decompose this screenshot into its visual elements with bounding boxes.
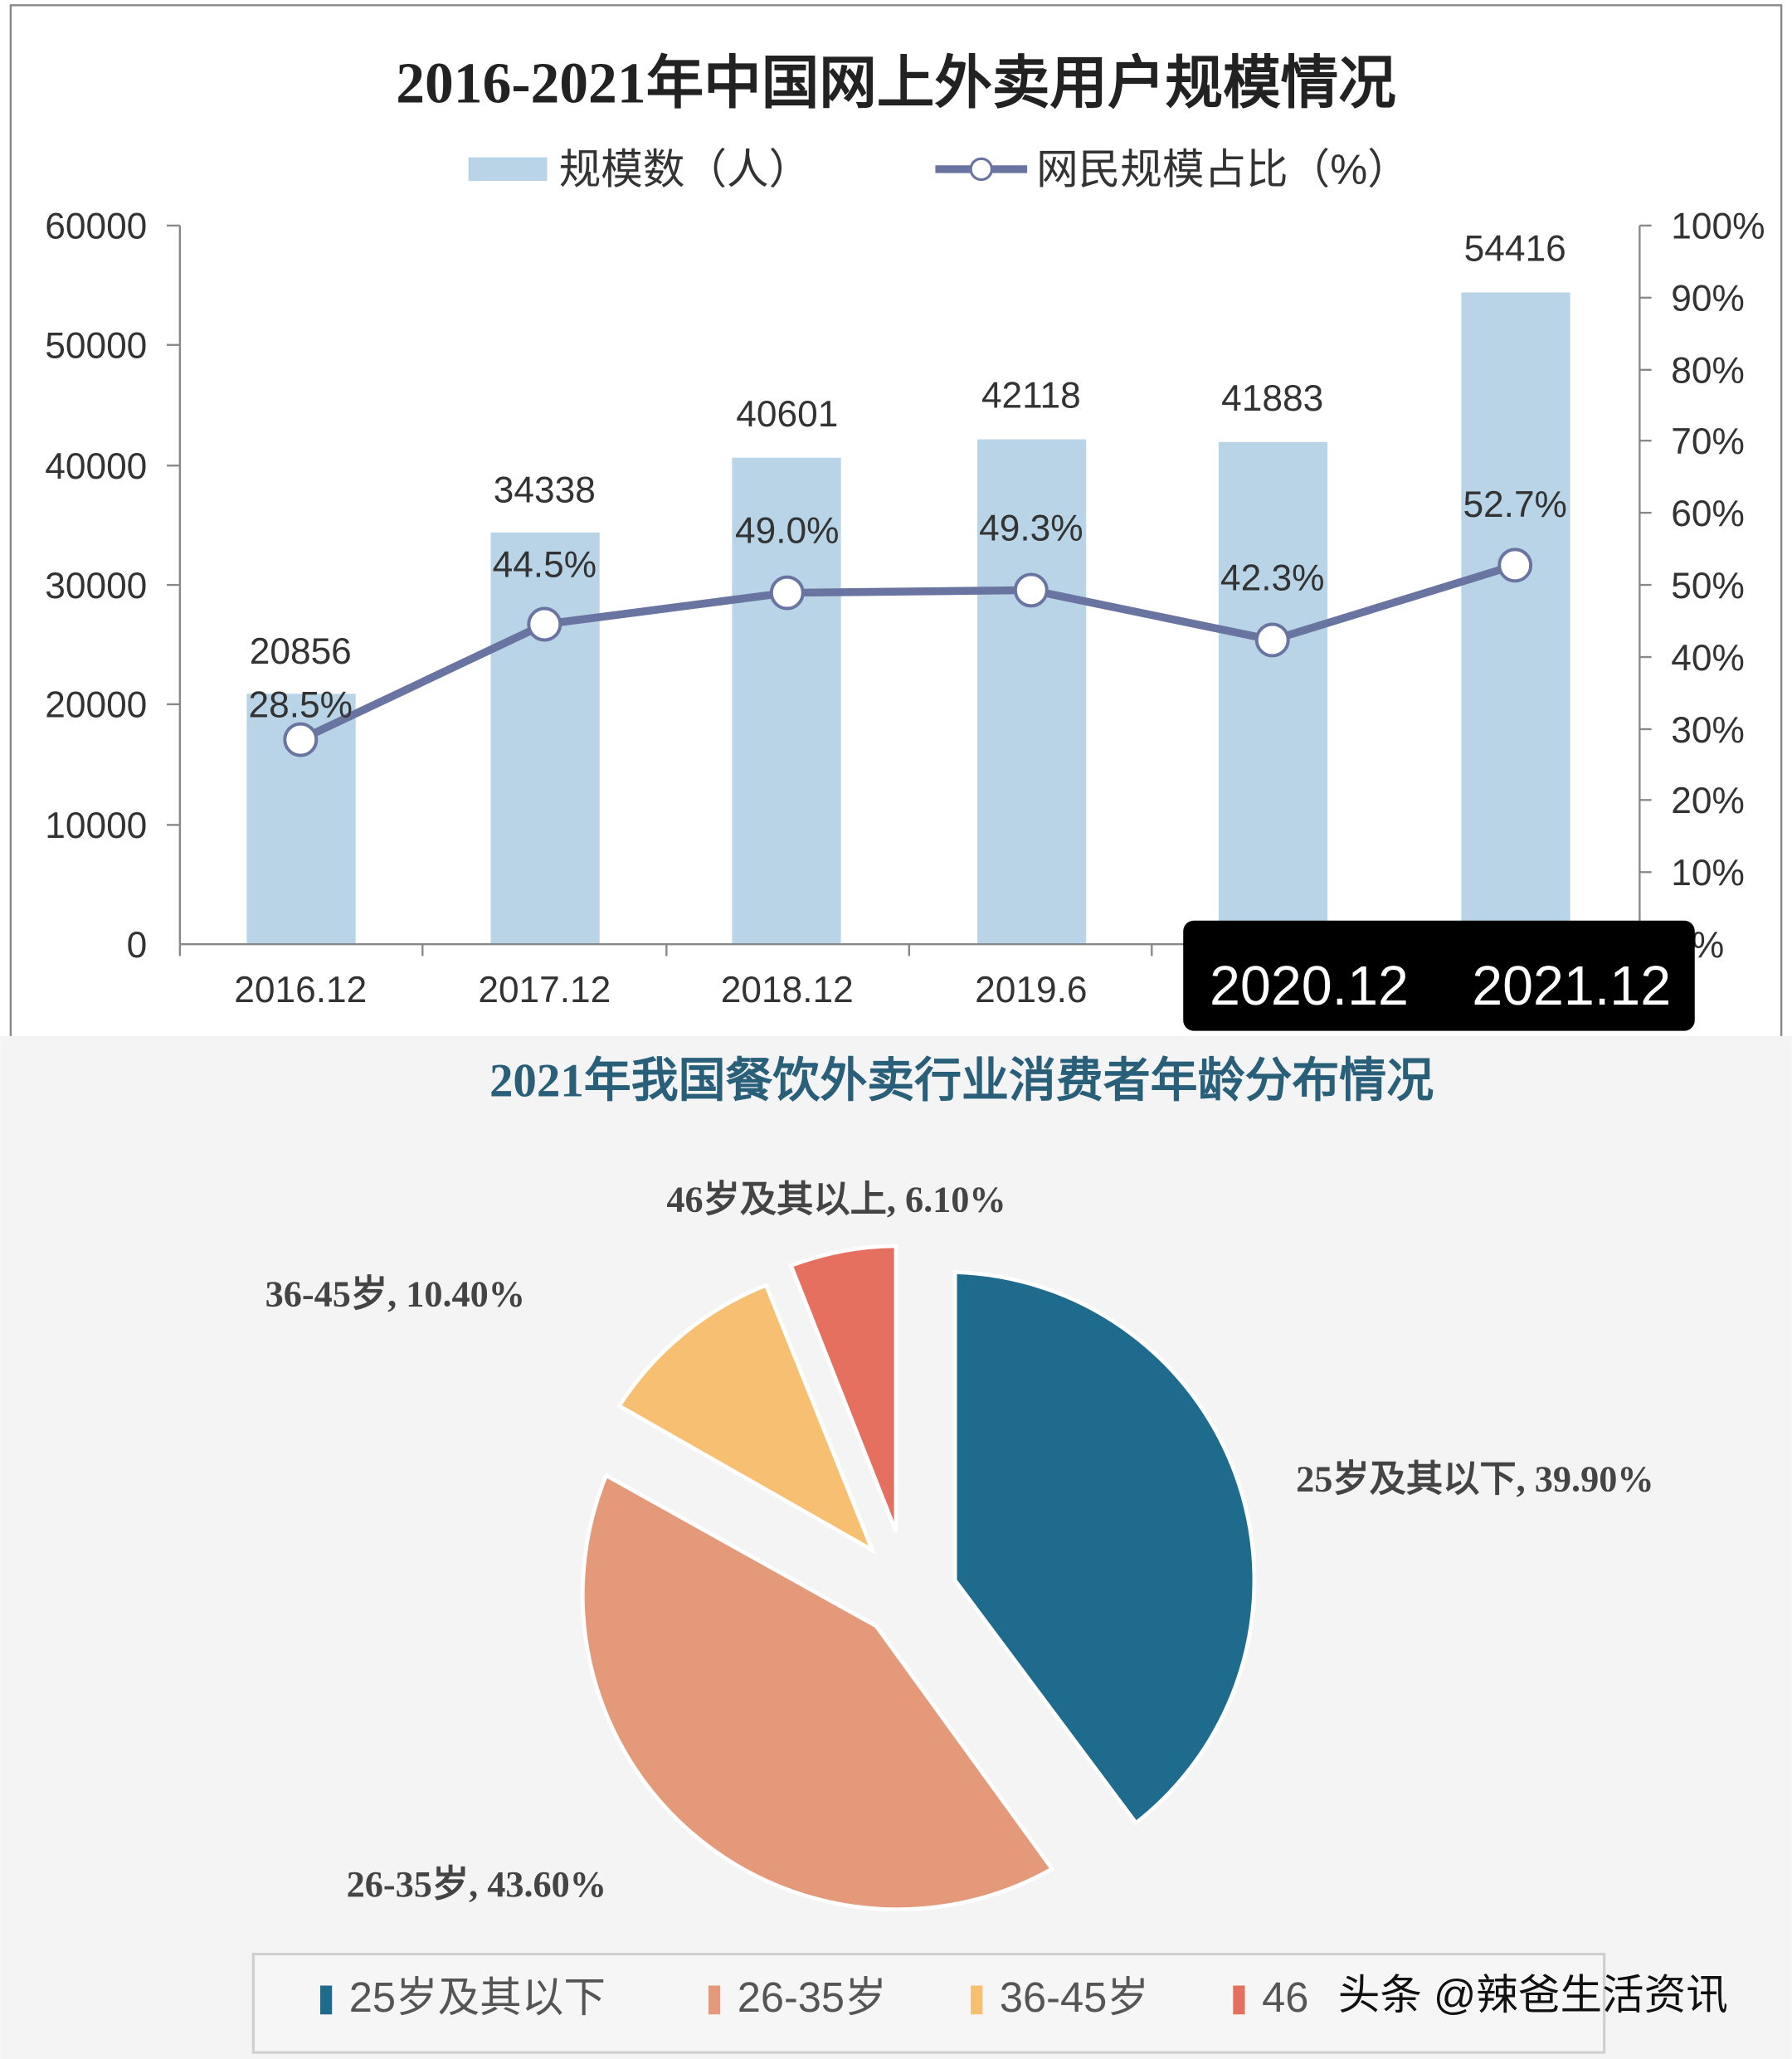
legend-label: 25岁及其以下 <box>349 1974 606 2021</box>
slice-36-45 <box>616 1283 877 1555</box>
slice-under-25 <box>952 1270 1257 1826</box>
overlay-caption: 2020.12 2021.12 <box>1183 920 1695 1031</box>
line-value: 49.0% <box>735 510 839 551</box>
y-right-tick: 100% <box>1671 207 1765 247</box>
y-left-tick: 30000 <box>45 566 147 606</box>
legend-swatch <box>1233 1985 1245 2015</box>
slice-46-plus <box>788 1244 898 1533</box>
slice-label: 36-45岁, 10.40% <box>265 1274 525 1315</box>
pie-title: 2021年我国餐饮外卖行业消费者年龄分布情况 <box>489 1055 1434 1107</box>
line-value: 28.5% <box>249 685 353 726</box>
y-axis-right: 100% 90% 80% 70% 60% 50% 40% 30% 20% 10%… <box>1639 207 1765 966</box>
y-right-tick: 80% <box>1671 351 1745 392</box>
y-left-tick: 60000 <box>45 207 147 247</box>
slice-label: 46岁及其以上, 6.10% <box>666 1180 1006 1220</box>
bar-value: 41883 <box>1221 378 1323 419</box>
overlay-label: 2020.12 <box>1210 956 1409 1017</box>
x-tick-label: 2017.12 <box>478 970 611 1010</box>
line-value: 42.3% <box>1220 557 1324 598</box>
bar-2019-6 <box>977 439 1087 945</box>
y-right-tick: 70% <box>1671 421 1745 462</box>
pie-legend: 25岁及其以下 26-35岁 36-45岁 46 <box>251 1952 1606 2054</box>
bar-value: 42118 <box>981 376 1081 416</box>
bars <box>246 292 1570 945</box>
y-left-tick: 10000 <box>45 806 147 846</box>
legend-swatch <box>971 1985 983 2015</box>
y-axis-left: 60000 50000 40000 30000 20000 10000 0 <box>45 207 182 966</box>
x-tick-label: 2019.6 <box>975 970 1087 1010</box>
line-value: 52.7% <box>1463 484 1566 525</box>
slice-26-35 <box>580 1472 1055 1912</box>
bar-2021-12 <box>1461 292 1570 945</box>
bar-value: 20856 <box>250 631 352 672</box>
pie-slices <box>580 1244 1257 1912</box>
percentage-line: 28.5% 44.5% 49.0% 49.3% 42.3% 52.7% <box>249 484 1567 757</box>
y-right-tick: 20% <box>1671 781 1745 821</box>
legend-label: 36-45岁 <box>1000 1974 1149 2021</box>
bar-2018-12 <box>732 457 841 945</box>
watermark: 头条 @辣爸生活资讯 <box>1338 1971 1728 2018</box>
slice-label: 25岁及其以下, 39.90% <box>1296 1458 1653 1499</box>
x-tick-label: 2018.12 <box>721 970 854 1010</box>
line-value: 44.5% <box>493 545 597 586</box>
y-left-tick: 50000 <box>45 326 147 367</box>
bar-value-labels: 20856 34338 40601 42118 41883 54416 <box>250 229 1566 672</box>
line-point <box>1497 548 1533 583</box>
y-right-tick: 40% <box>1671 638 1745 679</box>
overlay-label: 2021.12 <box>1472 956 1671 1017</box>
legend-swatch <box>319 1985 333 2015</box>
line-point <box>283 722 319 757</box>
line-point <box>1254 622 1290 658</box>
x-tick-label: 2016.12 <box>234 970 367 1010</box>
line-legend-marker-icon <box>969 157 993 182</box>
y-right-tick: 10% <box>1671 853 1745 893</box>
bar-value: 34338 <box>494 470 596 510</box>
y-left-tick: 40000 <box>45 446 147 487</box>
y-right-tick: 90% <box>1671 279 1745 319</box>
y-left-tick: 20000 <box>45 685 147 726</box>
legend: 规模数（人） 网民规模占比（%） <box>468 145 1410 192</box>
bar-value: 54416 <box>1464 229 1566 270</box>
chart-title: 2016-2021年中国网上外卖用户规模情况 <box>396 51 1395 115</box>
legend-label: 26-35岁 <box>738 1974 887 2021</box>
bar-value: 40601 <box>736 394 838 435</box>
line-point <box>1013 572 1049 608</box>
bar-legend-label: 规模数（人） <box>559 145 811 192</box>
y-right-tick: 60% <box>1671 494 1745 534</box>
y-right-tick: 30% <box>1671 710 1745 751</box>
legend-swatch <box>708 1985 721 2015</box>
age-distribution-chart: 2021年我国餐饮外卖行业消费者年龄分布情况 46岁及其以上, 6.10% 36… <box>0 1035 1792 2059</box>
line-value: 49.3% <box>979 508 1083 548</box>
user-scale-chart: 2016-2021年中国网上外卖用户规模情况 规模数（人） 网民规模占比（%） … <box>9 4 1783 1043</box>
line-point <box>527 606 562 642</box>
bar-2017-12 <box>490 532 600 945</box>
bar-2020-12 <box>1218 441 1328 945</box>
slice-label: 26-35岁, 43.60% <box>347 1864 606 1905</box>
line-point <box>769 575 805 611</box>
legend-label: 46 <box>1262 1974 1308 2021</box>
bar-legend-swatch <box>468 157 548 182</box>
y-left-tick: 0 <box>127 925 148 966</box>
line-legend-label: 网民规模占比（%） <box>1036 145 1410 192</box>
y-right-tick: 50% <box>1671 566 1745 606</box>
